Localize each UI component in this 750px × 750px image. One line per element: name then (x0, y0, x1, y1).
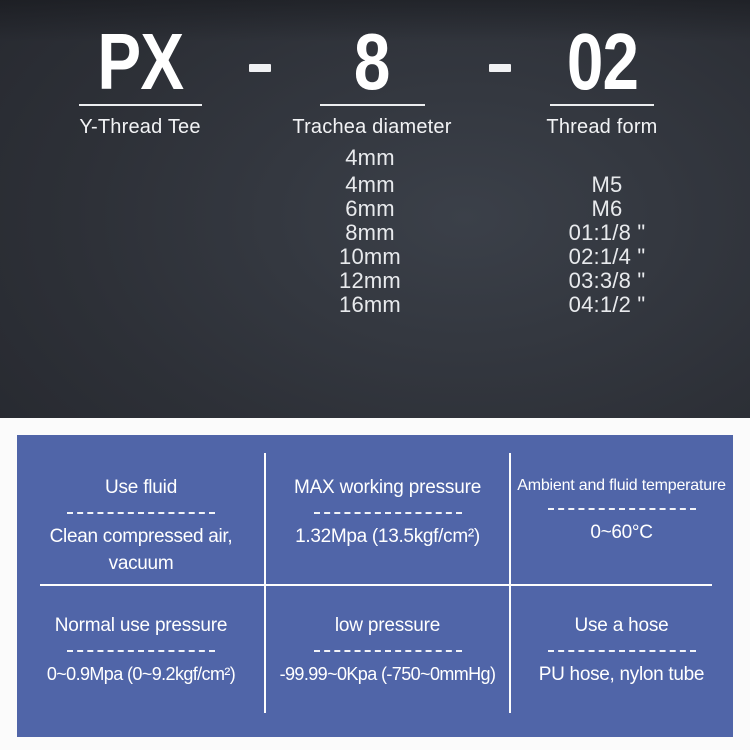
diameter-option-list: 4mm 4mm 6mm 8mm 10mm 12mm 16mm (290, 146, 450, 317)
thread-option: 04:1/2 " (568, 292, 646, 317)
thread-option: 02:1/4 " (568, 244, 646, 269)
model-label-thread: Thread form (546, 116, 658, 138)
spec-cell-ambient-temperature: Ambient and fluid temperature 0~60°C (510, 435, 733, 585)
thread-option: 03:3/8 " (568, 268, 646, 293)
table-divider-vertical-2 (509, 453, 511, 713)
diameter-option: 4mm (345, 172, 395, 197)
spec-cell-use-fluid: Use fluid Clean compressed air, vacuum (17, 435, 265, 585)
spec-cell-max-working-pressure: MAX working pressure 1.32Mpa (13.5kgf/cm… (265, 435, 510, 585)
thread-option-list: M5 M6 01:1/8 " 02:1/4 " 03:3/8 " 04:1/2 … (512, 173, 702, 317)
thread-option: M5 (591, 172, 623, 197)
model-part-diameter: 8 Trachea diameter (287, 0, 457, 139)
model-label-body: Y-Thread Tee (79, 116, 201, 138)
spec-title: Ambient and fluid temperature (517, 477, 726, 494)
spec-value: 1.32Mpa (13.5kgf/cm²) (295, 526, 480, 547)
model-code-section: PX Y-Thread Tee 8 Trachea diameter 02 Th… (0, 0, 750, 418)
dashed-divider (67, 512, 215, 514)
underline (550, 104, 654, 106)
diameter-option: 10mm (339, 244, 401, 269)
spec-title: Use a hose (574, 615, 669, 636)
spec-value: PU hose, nylon tube (538, 664, 705, 685)
spec-value: -99.99~0Kpa (-750~0mmHg) (279, 664, 496, 684)
spec-title: low pressure (334, 615, 441, 636)
spec-table: Use fluid Clean compressed air, vacuum M… (17, 435, 733, 737)
spec-cell-low-pressure: low pressure -99.99~0Kpa (-750~0mmHg) (265, 585, 510, 737)
spec-cell-normal-use-pressure: Normal use pressure 0~0.9Mpa (0~9.2kgf/c… (17, 585, 265, 737)
diameter-option: 8mm (345, 220, 395, 245)
diameter-option: 16mm (339, 292, 401, 317)
diameter-option: 12mm (339, 268, 401, 293)
spec-value: 0~60°C (590, 522, 653, 543)
dashed-divider (67, 650, 215, 652)
dashed-divider (547, 650, 696, 652)
table-divider-vertical-1 (264, 453, 266, 713)
model-part-body: PX Y-Thread Tee (55, 0, 225, 139)
spec-value: 0~0.9Mpa (0~9.2kgf/cm²) (46, 664, 236, 684)
dash-separator-1 (249, 64, 271, 72)
dashed-divider (313, 512, 462, 514)
model-code-px: PX (97, 17, 184, 106)
dash-separator-2 (489, 64, 511, 72)
model-part-thread: 02 Thread form (517, 0, 687, 139)
spec-title: Use fluid (104, 477, 178, 498)
underline (319, 104, 425, 106)
model-label-diameter: Trachea diameter (292, 116, 452, 138)
spec-cell-use-a-hose: Use a hose PU hose, nylon tube (510, 585, 733, 737)
spec-section: Use fluid Clean compressed air, vacuum M… (0, 418, 750, 750)
spec-value: Clean compressed air, vacuum (49, 526, 233, 574)
model-code-8: 8 (354, 17, 390, 106)
spec-title: Normal use pressure (54, 615, 228, 636)
thread-option: 01:1/8 " (568, 220, 646, 245)
spec-title: MAX working pressure (293, 477, 482, 498)
diameter-option: 6mm (345, 196, 395, 221)
model-code-02: 02 (566, 17, 638, 106)
dashed-divider (547, 508, 696, 510)
diameter-option: 4mm (345, 145, 395, 170)
underline (78, 104, 202, 106)
thread-option: M6 (591, 196, 623, 221)
table-divider-horizontal (40, 584, 712, 586)
dashed-divider (313, 650, 462, 652)
